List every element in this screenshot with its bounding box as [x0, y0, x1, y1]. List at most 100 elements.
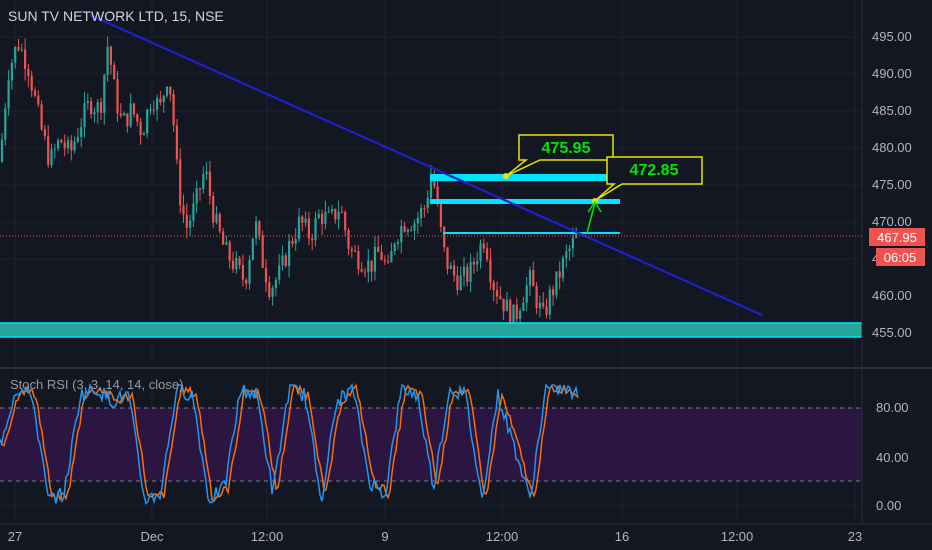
current-price-tag: [869, 228, 925, 246]
price-axis[interactable]: 495.00490.00485.00480.00475.00470.00465.…: [872, 29, 912, 340]
rsi-axis[interactable]: 80.00 40.00 0.00: [876, 400, 909, 513]
candle-body: [251, 238, 254, 260]
candle-body: [149, 109, 152, 111]
candle-body: [169, 86, 172, 95]
countdown-tag-text: 06:05: [884, 250, 917, 265]
candle-body: [387, 261, 390, 263]
candle-body: [222, 231, 225, 245]
price-tick-label: 480.00: [872, 140, 912, 155]
candle-body: [172, 94, 175, 126]
candle-body: [162, 95, 165, 103]
candle-body: [515, 304, 518, 319]
candle-body: [159, 98, 162, 103]
countdown-tag: [876, 248, 925, 266]
candle-body: [383, 259, 386, 262]
candle-body: [40, 104, 43, 130]
candle-body: [512, 304, 515, 325]
time-label: 27: [8, 529, 22, 544]
candle-body: [472, 262, 475, 265]
candle-body: [565, 251, 568, 258]
candle-body: [314, 218, 317, 241]
price-callouts[interactable]: 475.95 472.85: [503, 134, 703, 234]
candle-body: [337, 212, 340, 220]
candle-body: [63, 142, 66, 149]
candle-body: [363, 271, 367, 273]
candle-body: [420, 208, 423, 219]
stoch-rsi-d-line: [0, 383, 579, 503]
candle-body: [182, 205, 185, 215]
candle-body: [76, 136, 79, 142]
arrow-shaft: [586, 202, 596, 234]
candle-body: [7, 80, 10, 109]
candle-body: [528, 270, 532, 286]
candle-body: [136, 114, 139, 122]
candle-body: [446, 247, 449, 269]
candle-body: [340, 212, 343, 214]
time-label: 12:00: [721, 529, 754, 544]
support-zone: [0, 323, 862, 337]
candle-body: [453, 265, 456, 276]
price-tick-label: 460.00: [872, 288, 912, 303]
candle-body: [311, 238, 314, 241]
candle-body: [86, 101, 89, 104]
candle-body: [552, 289, 555, 296]
candle-body: [400, 225, 403, 243]
candle-body: [99, 102, 103, 113]
trendline[interactable]: [89, 13, 763, 317]
price-tick-label: 495.00: [872, 29, 912, 44]
candle-body: [505, 299, 508, 312]
candle-body: [123, 113, 126, 116]
candle-body: [479, 243, 482, 262]
candle-body: [519, 310, 522, 319]
candle-body: [297, 216, 301, 239]
candle-body: [469, 262, 472, 282]
candle-body: [324, 211, 327, 224]
candle-body: [116, 79, 119, 114]
candle-body: [486, 248, 489, 260]
candle-body: [350, 248, 353, 251]
candle-body: [509, 299, 512, 325]
candle-body: [413, 223, 416, 231]
candle-body: [255, 221, 258, 239]
candle-body: [33, 90, 37, 96]
candle-body: [327, 211, 330, 213]
candle-body: [30, 75, 33, 91]
candle-body: [367, 260, 370, 273]
candle-body: [156, 98, 159, 110]
candle-body: [238, 258, 241, 265]
arrow-head: [587, 200, 602, 213]
time-label: 23: [848, 529, 862, 544]
candle-body: [456, 275, 459, 290]
candle-body: [17, 47, 20, 50]
candle-body: [235, 258, 238, 270]
stoch-rsi-k-line: [0, 382, 579, 505]
candle-body: [20, 49, 23, 51]
candle-body: [96, 102, 99, 113]
candle-body: [261, 235, 264, 268]
candle-body: [205, 171, 208, 175]
candle-body: [83, 103, 86, 128]
candlestick-series: [0, 36, 578, 328]
candle-body: [380, 252, 383, 260]
candle-body: [218, 214, 221, 232]
candle-body: [466, 266, 469, 282]
support-resistance-levels[interactable]: [0, 174, 862, 338]
candle-body: [185, 214, 188, 228]
candle-body: [403, 225, 406, 232]
current-price-tag-text: 467.95: [877, 230, 917, 245]
callout-anchor-1: [503, 173, 509, 179]
candle-body: [561, 257, 565, 278]
candle-body: [90, 101, 93, 115]
time-label: 12:00: [486, 529, 519, 544]
price-tick-label: 490.00: [872, 66, 912, 81]
candle-body: [482, 243, 485, 249]
candle-body: [27, 69, 30, 76]
candle-body: [307, 218, 310, 239]
candle-body: [103, 74, 106, 113]
time-axis[interactable]: 27 Dec 12:00 9 12:00 16 12:00 23: [8, 529, 862, 544]
symbol-title: SUN TV NETWORK LTD, 15, NSE: [8, 8, 224, 24]
candle-body: [139, 121, 142, 136]
candle-body: [175, 125, 178, 160]
candle-body: [542, 302, 545, 307]
